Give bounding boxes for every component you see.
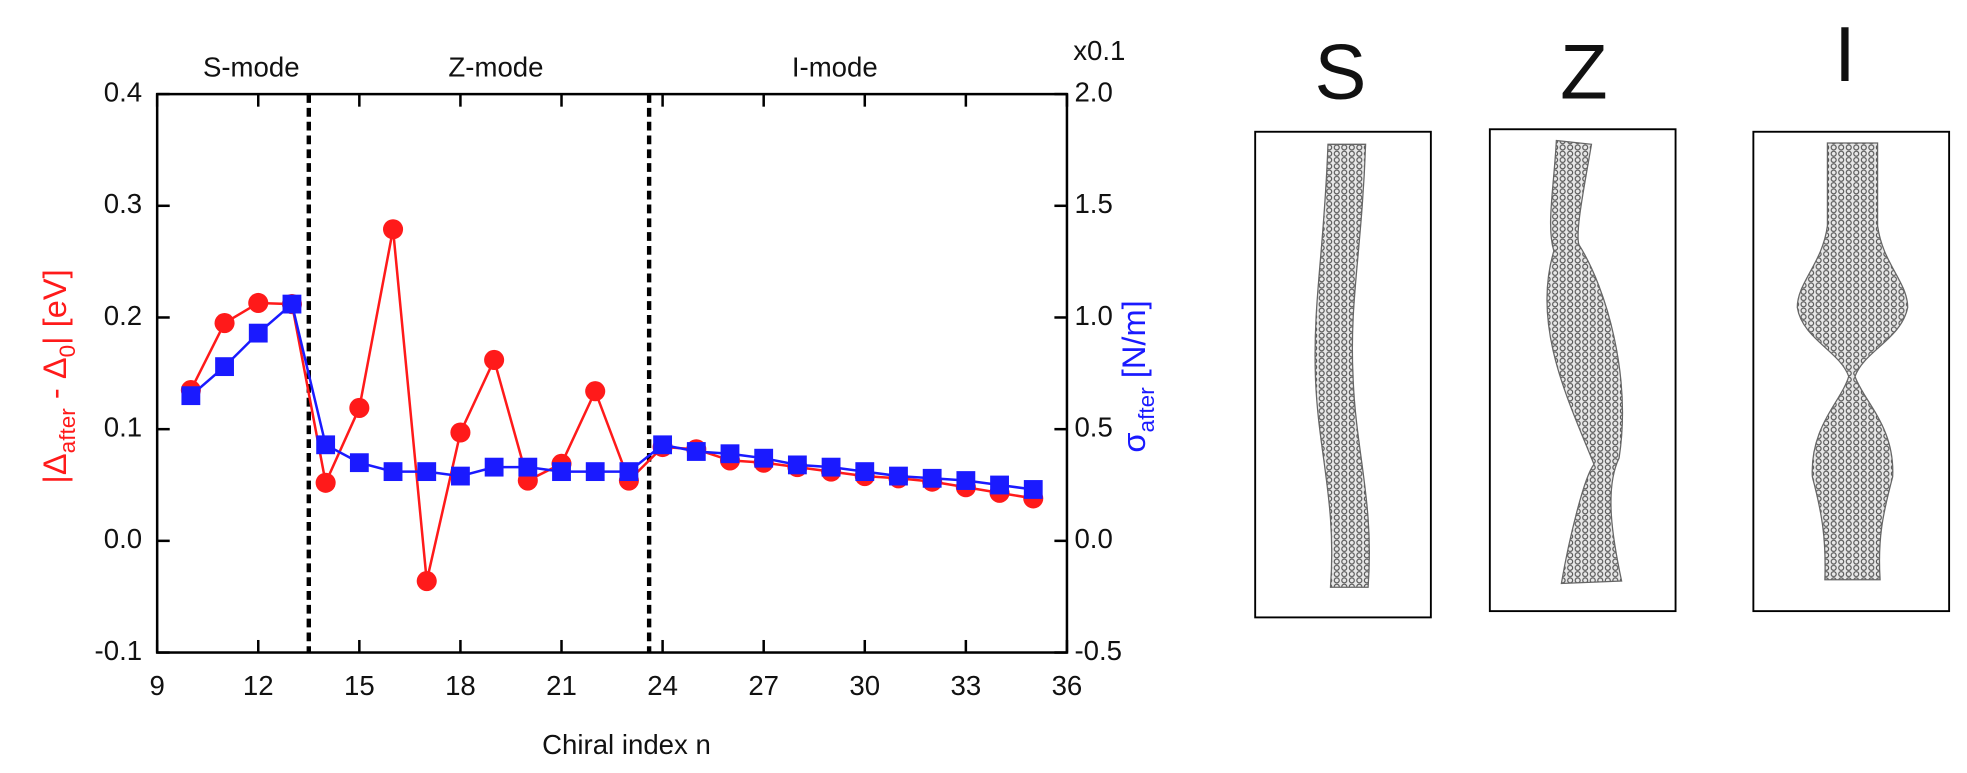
y-tick-label: 0.3 xyxy=(104,188,142,219)
x-tick-label: 12 xyxy=(243,670,274,701)
x-tick-label: 15 xyxy=(344,670,375,701)
point xyxy=(248,292,269,314)
point xyxy=(383,462,403,482)
point xyxy=(754,448,774,468)
point xyxy=(518,457,538,477)
x-tick-label: 27 xyxy=(748,670,779,701)
y2-tick-label: 0.5 xyxy=(1074,411,1112,442)
point xyxy=(585,462,605,482)
point xyxy=(349,397,370,418)
series-line xyxy=(190,301,1034,491)
point xyxy=(552,462,571,482)
point xyxy=(248,323,268,343)
annotation: S-mode xyxy=(203,51,300,82)
point xyxy=(787,455,807,475)
panel-label: I xyxy=(1834,12,1856,98)
label-part: σ xyxy=(1115,432,1152,452)
y-tick-label: 0.1 xyxy=(104,411,142,442)
point xyxy=(450,422,471,443)
label-part: after xyxy=(1134,387,1159,433)
point xyxy=(653,435,673,455)
x-tick-label: 21 xyxy=(546,670,577,701)
y-tick-label: 0.0 xyxy=(104,523,142,554)
point xyxy=(215,357,234,377)
label-part: after xyxy=(55,408,80,454)
x-tick-label: 36 xyxy=(1052,670,1083,701)
annotation: Z-mode xyxy=(448,51,543,82)
y2-tick-label: 1.5 xyxy=(1074,188,1112,219)
annotation: I-mode xyxy=(792,51,878,82)
plot-frame xyxy=(155,92,1069,654)
point xyxy=(382,219,404,240)
point xyxy=(855,462,875,482)
point xyxy=(990,475,1009,495)
point xyxy=(214,313,235,334)
panel-frame xyxy=(1752,130,1951,613)
y-axis-title: |Δafter - Δ0| [eV] xyxy=(35,269,80,483)
y-tick-label: 0.2 xyxy=(104,300,142,331)
point xyxy=(585,381,606,402)
y2-multiplier: x0.1 xyxy=(1073,35,1125,66)
y2-tick-label: 2.0 xyxy=(1074,76,1112,107)
panel-frame xyxy=(1488,128,1677,613)
x-tick-label: 18 xyxy=(445,670,476,701)
point xyxy=(619,462,639,482)
point xyxy=(315,472,336,493)
point xyxy=(316,435,336,455)
y2-tick-label: -0.5 xyxy=(1074,635,1122,666)
panel-label: S xyxy=(1315,29,1367,115)
point xyxy=(416,571,437,592)
nanotube xyxy=(1314,143,1371,588)
label-part: | [eV] xyxy=(35,269,72,345)
panel-label: Z xyxy=(1560,29,1608,115)
point xyxy=(686,442,706,461)
point xyxy=(922,468,942,488)
y-tick-label: -0.1 xyxy=(95,635,143,666)
point xyxy=(451,466,470,486)
point xyxy=(821,457,841,477)
label-part: [N/m] xyxy=(1115,300,1152,387)
nanotube xyxy=(1796,142,1909,581)
point xyxy=(417,462,437,482)
x-tick-label: 9 xyxy=(149,670,164,701)
x-tick-label: 30 xyxy=(849,670,880,701)
panel-frame xyxy=(1254,130,1432,619)
point xyxy=(349,453,369,473)
point xyxy=(889,466,908,486)
point xyxy=(484,349,505,370)
y2-tick-label: 1.0 xyxy=(1074,300,1112,331)
label-part: |Δ xyxy=(35,453,72,483)
nanotube xyxy=(1546,139,1624,585)
x-axis-title: Chiral index n xyxy=(542,729,711,760)
label-part: 0 xyxy=(55,345,80,358)
y-tick-label: 0.4 xyxy=(104,76,142,107)
x-tick-label: 33 xyxy=(951,670,982,701)
x-tick-label: 24 xyxy=(647,670,678,701)
nanotube-panels: S Z I xyxy=(1254,12,1951,619)
label-part: - Δ xyxy=(35,357,72,408)
point xyxy=(484,457,504,477)
point xyxy=(181,386,201,406)
point xyxy=(282,294,302,314)
y2-axis-title: σafter [N/m] xyxy=(1115,300,1160,452)
point xyxy=(1023,480,1043,499)
y2-tick-label: 0.0 xyxy=(1074,523,1112,554)
point xyxy=(956,471,976,490)
point xyxy=(720,444,740,464)
